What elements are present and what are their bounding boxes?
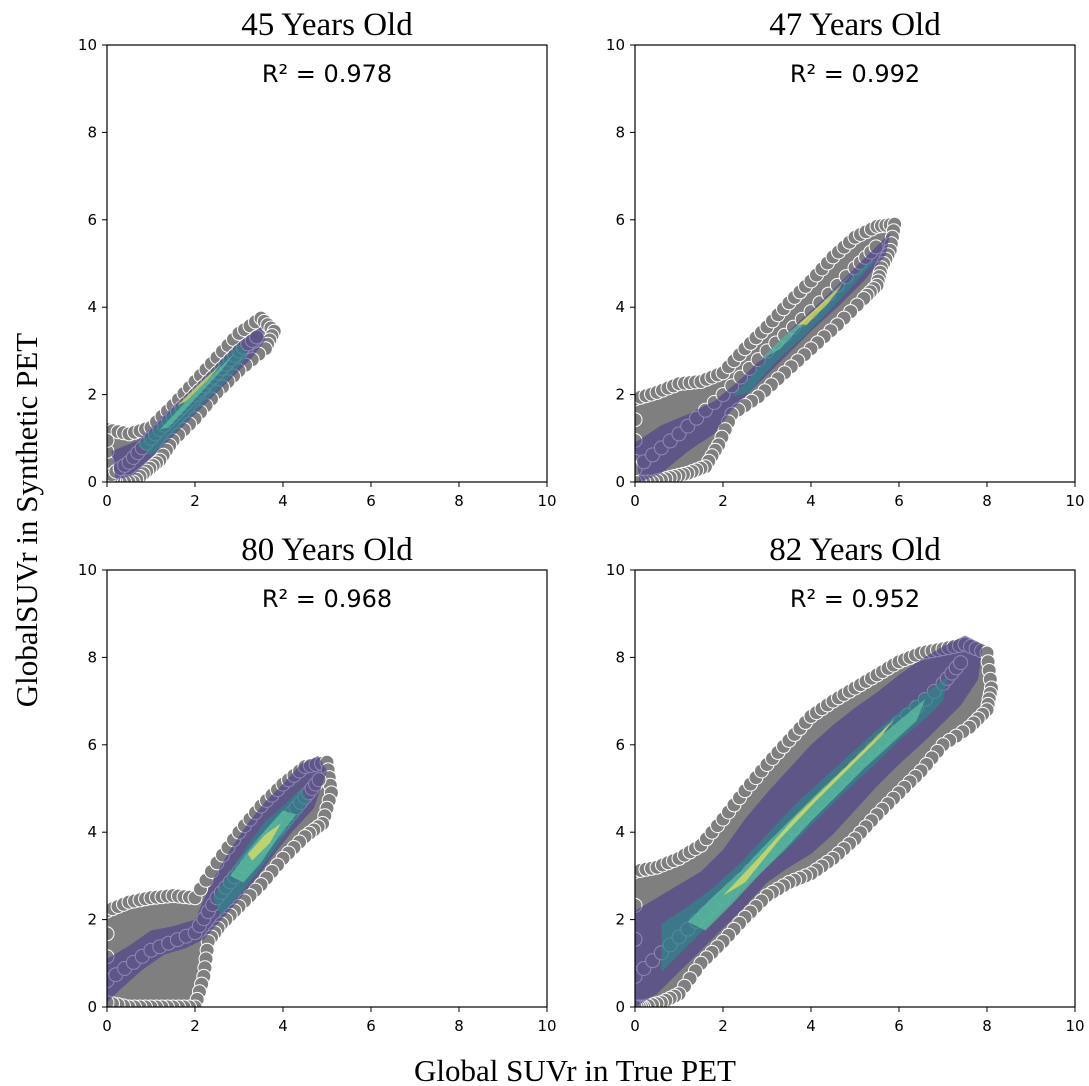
x-tick-label: 6 (894, 492, 904, 510)
x-tick-label: 4 (806, 492, 816, 510)
kde-level-high (758, 270, 855, 362)
x-tick-label: 6 (366, 1017, 376, 1035)
y-tick-label: 0 (615, 998, 625, 1016)
axes-frame (634, 569, 1076, 1008)
panels: 0 2 4 6 8 10 0 2 4 6 8 10 45 Years Old R² = 0.978 0 2 4 6… (78, 7, 1085, 1035)
axes-frame (106, 569, 548, 1008)
x-tick-label: 2 (718, 492, 728, 510)
y-tick-label: 6 (615, 211, 625, 229)
x-tick-label: 6 (894, 1017, 904, 1035)
y-tick-label: 10 (78, 561, 97, 579)
panel-title: 45 Years Old (241, 7, 413, 43)
x-tick-label: 0 (630, 492, 640, 510)
x-tick-label: 8 (454, 1017, 464, 1035)
plot-area (635, 216, 903, 482)
y-tick-label: 6 (87, 736, 97, 754)
x-tick-label: 8 (982, 492, 992, 510)
scatter-point (635, 412, 643, 428)
figure-ylabel: GlobalSUVr in Synthetic PET (9, 333, 44, 707)
scatter-point (107, 926, 115, 942)
plot-area (635, 635, 999, 1007)
r2-annotation: R² = 0.968 (262, 585, 392, 613)
kde-level-peak (247, 823, 281, 861)
x-tick-label: 10 (1065, 492, 1084, 510)
plot-area (107, 754, 339, 1007)
x-tick-label: 4 (278, 1017, 288, 1035)
axes-frame (634, 44, 1076, 483)
x-tick-label: 2 (190, 492, 200, 510)
figure-xlabel: Global SUVr in True PET (414, 1053, 736, 1086)
r2-annotation: R² = 0.978 (262, 60, 392, 88)
x-tick-label: 0 (102, 492, 112, 510)
y-tick-label: 4 (87, 298, 97, 316)
x-tick-label: 0 (630, 1017, 640, 1035)
y-tick-label: 8 (615, 648, 625, 666)
scatter-point (107, 433, 115, 448)
y-tick-label: 2 (87, 911, 97, 929)
x-tick-label: 10 (1065, 1017, 1084, 1035)
panel-title: 47 Years Old (769, 7, 941, 43)
y-tick-label: 0 (87, 473, 97, 491)
y-tick-label: 0 (87, 998, 97, 1016)
x-tick-label: 4 (806, 1017, 816, 1035)
y-tick-label: 2 (87, 386, 97, 404)
r2-annotation: R² = 0.952 (790, 585, 920, 613)
y-tick-label: 8 (87, 123, 97, 141)
x-tick-label: 10 (537, 492, 556, 510)
kde-level-high (159, 353, 235, 430)
y-tick-label: 8 (615, 123, 625, 141)
x-tick-label: 8 (982, 1017, 992, 1035)
panel-2: 0 2 4 6 8 10 0 2 4 6 8 10 47 Years Old R² = 0.992 (606, 7, 1085, 510)
axes-frame (106, 44, 548, 483)
x-tick-label: 6 (366, 492, 376, 510)
y-tick-label: 10 (606, 36, 625, 54)
panel-title: 82 Years Old (769, 532, 941, 568)
y-tick-label: 8 (87, 648, 97, 666)
y-tick-label: 2 (615, 386, 625, 404)
kde-level-peak (723, 718, 895, 896)
panel-3: 0 2 4 6 8 10 0 2 4 6 8 10 80 Years Old R² = 0.968 (78, 532, 557, 1035)
kde-level-low (107, 755, 327, 1003)
y-tick-label: 2 (615, 911, 625, 929)
y-tick-label: 10 (78, 36, 97, 54)
y-tick-label: 6 (615, 736, 625, 754)
y-tick-label: 4 (615, 298, 625, 316)
y-tick-label: 10 (606, 561, 625, 579)
panel-1: 0 2 4 6 8 10 0 2 4 6 8 10 45 Years Old R² = 0.978 (78, 7, 557, 510)
y-tick-label: 0 (615, 473, 625, 491)
x-tick-label: 8 (454, 492, 464, 510)
x-tick-label: 2 (718, 1017, 728, 1035)
kde-level-low (635, 232, 891, 482)
x-tick-label: 10 (537, 1017, 556, 1035)
y-tick-label: 4 (87, 823, 97, 841)
y-tick-label: 6 (87, 211, 97, 229)
panel-4: 0 2 4 6 8 10 0 2 4 6 8 10 82 Years Old R² = 0.952 (606, 532, 1085, 1035)
kde-level-peak (797, 285, 842, 325)
x-tick-label: 2 (190, 1017, 200, 1035)
y-tick-label: 4 (615, 823, 625, 841)
x-tick-label: 0 (102, 1017, 112, 1035)
plot-area (107, 310, 282, 482)
r2-annotation: R² = 0.992 (790, 60, 920, 88)
kde-level-mid (731, 259, 877, 397)
kde-level-peak (177, 364, 222, 406)
panel-title: 80 Years Old (241, 532, 413, 568)
x-tick-label: 4 (278, 492, 288, 510)
